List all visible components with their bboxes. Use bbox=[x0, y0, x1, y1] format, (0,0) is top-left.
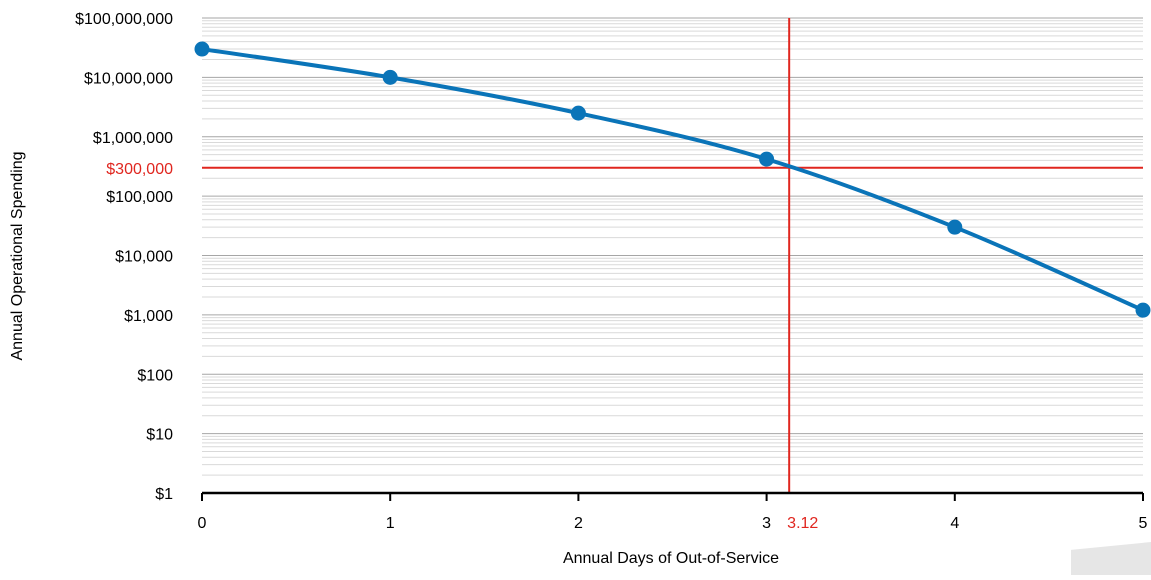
y-tick-label: $1 bbox=[155, 486, 173, 503]
x-tick-label: 2 bbox=[574, 515, 583, 532]
y-axis: $1 $10 $100 $1,000 $10,000 $100,000 $1,000,000… bbox=[75, 11, 173, 503]
y-tick-label: $100,000,000 bbox=[75, 11, 173, 28]
reference-label-horizontal: $300,000 bbox=[106, 161, 173, 178]
series bbox=[194, 41, 1151, 318]
data-point bbox=[1135, 302, 1151, 318]
data-point bbox=[947, 219, 963, 235]
reference-label-vertical: 3.12 bbox=[787, 515, 818, 532]
series-line bbox=[200, 47, 1145, 313]
x-axis: 0 1 2 3 4 5 bbox=[198, 491, 1148, 532]
y-axis-label: Annual Operational Spending bbox=[9, 151, 26, 360]
y-tick-label: $100,000 bbox=[106, 189, 173, 206]
grid bbox=[202, 17, 1143, 476]
x-tick-label: 5 bbox=[1139, 515, 1148, 532]
x-tick-label: 3 bbox=[762, 515, 771, 532]
x-tick-label: 4 bbox=[950, 515, 959, 532]
y-tick-label: $1,000,000 bbox=[93, 130, 173, 147]
y-tick-label: $10 bbox=[146, 427, 173, 444]
reference-lines: $300,000 3.12 bbox=[106, 18, 1143, 532]
data-point bbox=[570, 105, 586, 121]
data-point bbox=[759, 151, 775, 167]
x-tick-label: 0 bbox=[198, 515, 207, 532]
data-point bbox=[194, 41, 210, 57]
y-tick-label: $10,000,000 bbox=[84, 70, 173, 87]
y-tick-label: $100 bbox=[137, 367, 173, 384]
x-axis-label: Annual Days of Out-of-Service bbox=[563, 550, 779, 567]
y-tick-label: $10,000 bbox=[115, 249, 173, 266]
x-tick-label: 1 bbox=[386, 515, 395, 532]
data-point bbox=[382, 69, 398, 85]
y-tick-label: $1,000 bbox=[124, 308, 173, 325]
